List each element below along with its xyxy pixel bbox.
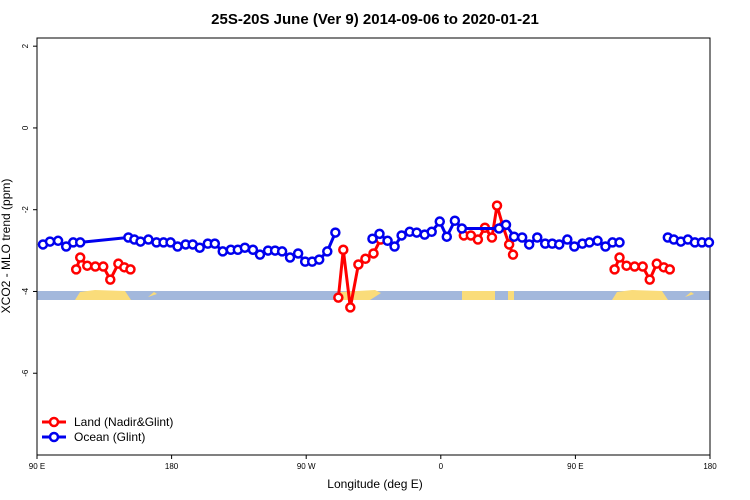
data-point (644, 274, 655, 285)
data-point (486, 232, 498, 243)
data-point (472, 234, 484, 245)
data-point (333, 292, 344, 303)
y-tick-label: 0 (21, 125, 30, 130)
data-point (292, 248, 304, 259)
data-point (209, 238, 221, 249)
x-tick-label: 90 E (567, 462, 583, 471)
legend-marker (48, 431, 60, 443)
legend (38, 413, 188, 445)
legend-label: Ocean (Glint) (74, 430, 145, 444)
data-point (284, 252, 296, 263)
data-point (125, 264, 136, 275)
data-point (637, 261, 648, 272)
data-point (322, 246, 333, 257)
data-point (330, 227, 341, 238)
data-point (569, 241, 580, 252)
data-point (194, 242, 205, 253)
data-point (368, 248, 379, 259)
data-point (629, 261, 640, 272)
y-axis-label: XCO2 - MLO trend (ppm) (0, 179, 13, 314)
data-point (98, 261, 109, 272)
x-axis-label: Longitude (deg E) (327, 477, 422, 491)
x-tick-label: 90 W (297, 462, 316, 471)
data-point (500, 219, 512, 231)
data-point (172, 241, 183, 252)
data-point (313, 254, 325, 265)
data-point (491, 200, 503, 211)
data-point (507, 249, 519, 260)
x-tick-label: 180 (703, 462, 717, 471)
data-point (353, 259, 364, 270)
data-point (664, 264, 676, 275)
legend-marker (48, 416, 60, 428)
data-point (449, 215, 461, 226)
data-point (338, 244, 349, 256)
y-tick-label: -2 (21, 206, 30, 214)
data-point (276, 246, 288, 257)
data-point (592, 235, 603, 247)
chart-title: 25S-20S June (Ver 9) 2014-09-06 to 2020-… (211, 11, 539, 28)
data-point (516, 232, 528, 243)
data-point (74, 237, 86, 248)
data-point (52, 235, 64, 247)
data-point (584, 237, 595, 248)
legend-label: Land (Nadir&Glint) (74, 415, 173, 429)
data-point (396, 230, 407, 241)
y-tick-label: -4 (21, 287, 30, 295)
data-point (82, 260, 93, 271)
data-point (247, 244, 259, 256)
data-point (434, 216, 446, 227)
data-point (508, 231, 520, 242)
data-point (532, 232, 543, 243)
map-strip (37, 290, 710, 300)
x-tick-label: 90 E (29, 462, 45, 471)
data-point (621, 260, 632, 271)
data-point (217, 246, 228, 257)
y-tick-label: -6 (21, 369, 30, 377)
data-point (374, 228, 385, 240)
data-point (503, 239, 515, 250)
data-point (614, 252, 625, 263)
data-point (367, 233, 378, 244)
y-tick-label: 2 (21, 43, 30, 48)
data-point (143, 234, 154, 245)
data-point (382, 235, 393, 247)
data-point (614, 237, 625, 248)
data-point (105, 274, 116, 285)
x-tick-label: 180 (165, 462, 179, 471)
data-point (441, 231, 453, 242)
data-point (703, 237, 715, 248)
data-point (360, 253, 371, 265)
data-point (523, 239, 535, 250)
data-point (345, 302, 356, 313)
data-point (609, 264, 620, 275)
data-point (389, 241, 400, 252)
data-point (426, 226, 437, 238)
data-point (74, 252, 86, 263)
data-point (562, 234, 573, 245)
x-tick-label: 0 (439, 462, 444, 471)
data-point (44, 236, 56, 247)
data-point (456, 223, 468, 234)
data-point (254, 249, 266, 260)
data-point (239, 242, 251, 253)
data-point (70, 264, 82, 275)
data-point (553, 239, 565, 250)
